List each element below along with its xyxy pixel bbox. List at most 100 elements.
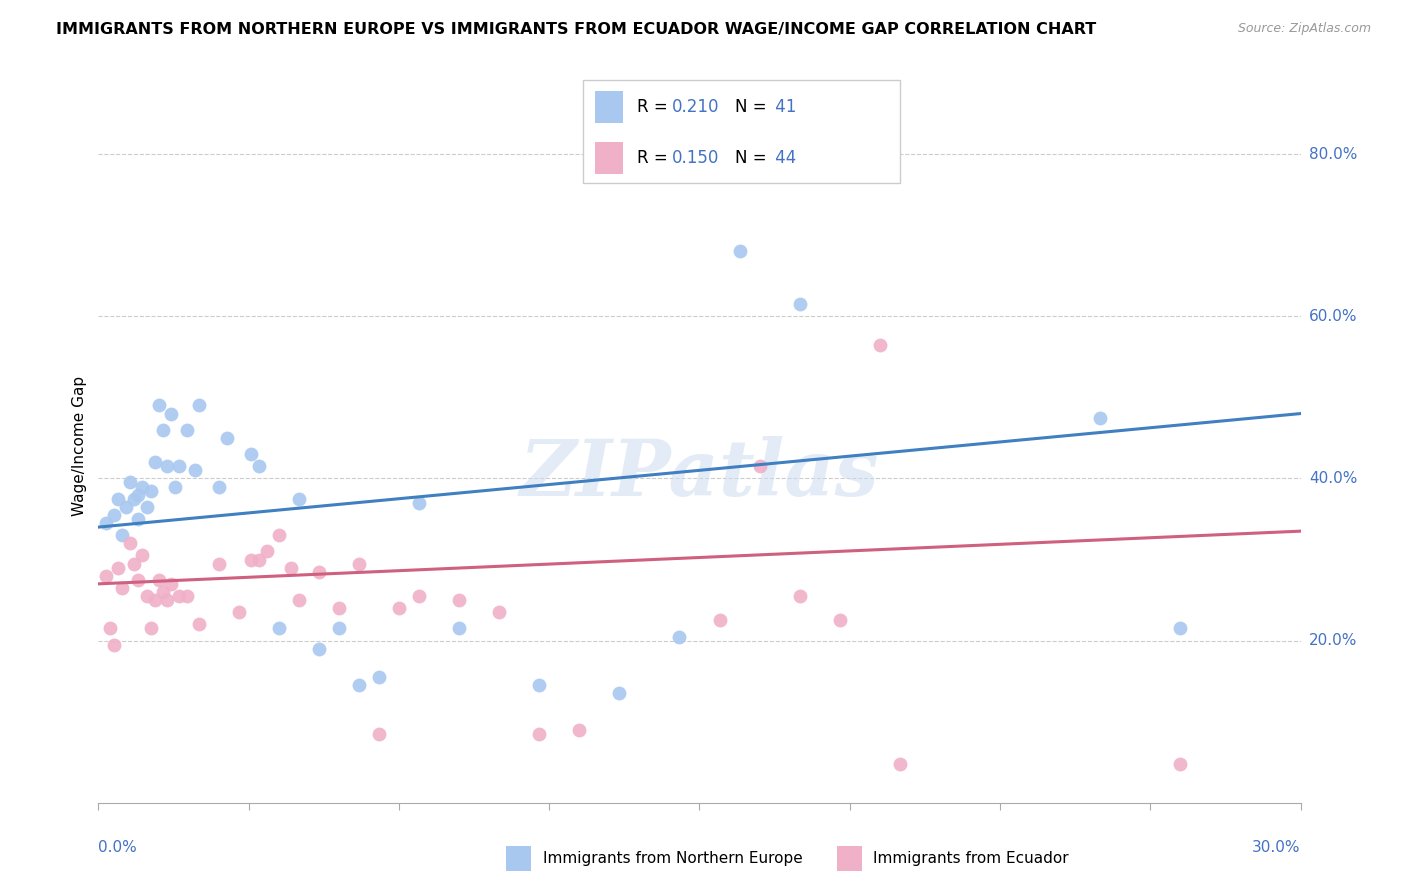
- Point: [288, 593, 311, 607]
- Text: R =: R =: [637, 98, 673, 116]
- Point: [889, 756, 911, 771]
- Point: [239, 447, 262, 461]
- Point: [128, 488, 150, 502]
- Point: [267, 622, 290, 636]
- Point: [308, 565, 330, 579]
- Point: [187, 399, 209, 413]
- Point: [728, 244, 751, 259]
- Point: [308, 641, 330, 656]
- Point: [139, 622, 162, 636]
- Point: [748, 459, 770, 474]
- Text: 41: 41: [770, 98, 797, 116]
- Point: [267, 528, 290, 542]
- Point: [167, 459, 190, 474]
- Point: [388, 601, 411, 615]
- Text: 0.150: 0.150: [672, 149, 720, 167]
- Text: R =: R =: [637, 149, 673, 167]
- Point: [152, 423, 174, 437]
- Point: [135, 500, 157, 514]
- Point: [288, 491, 311, 506]
- Point: [107, 560, 129, 574]
- Text: N =: N =: [735, 98, 772, 116]
- Point: [187, 617, 209, 632]
- Text: 44: 44: [770, 149, 797, 167]
- Point: [131, 479, 153, 493]
- Point: [215, 431, 238, 445]
- Point: [148, 399, 170, 413]
- Point: [828, 613, 851, 627]
- Point: [256, 544, 278, 558]
- Point: [488, 605, 510, 619]
- Text: ZIPatlas: ZIPatlas: [520, 436, 879, 513]
- Point: [148, 573, 170, 587]
- Point: [280, 560, 302, 574]
- Point: [128, 573, 150, 587]
- Point: [176, 589, 198, 603]
- Point: [143, 455, 166, 469]
- Point: [347, 557, 370, 571]
- Point: [120, 536, 142, 550]
- Point: [128, 512, 150, 526]
- Point: [111, 528, 134, 542]
- Text: 30.0%: 30.0%: [1253, 840, 1301, 855]
- Point: [124, 557, 146, 571]
- Point: [135, 589, 157, 603]
- Point: [208, 557, 231, 571]
- Point: [103, 638, 125, 652]
- Point: [239, 552, 262, 566]
- Point: [609, 686, 631, 700]
- Text: 20.0%: 20.0%: [1309, 633, 1357, 648]
- Point: [159, 407, 181, 421]
- Point: [107, 491, 129, 506]
- Point: [111, 581, 134, 595]
- Text: 80.0%: 80.0%: [1309, 146, 1357, 161]
- Point: [208, 479, 231, 493]
- Y-axis label: Wage/Income Gap: Wage/Income Gap: [72, 376, 87, 516]
- Point: [568, 723, 591, 737]
- Text: N =: N =: [735, 149, 772, 167]
- Point: [1170, 622, 1192, 636]
- Point: [131, 549, 153, 563]
- Point: [328, 622, 350, 636]
- Text: Immigrants from Northern Europe: Immigrants from Northern Europe: [543, 851, 803, 865]
- Point: [228, 605, 250, 619]
- Point: [96, 568, 118, 582]
- Point: [668, 630, 690, 644]
- Point: [447, 622, 470, 636]
- Point: [115, 500, 138, 514]
- Point: [1088, 410, 1111, 425]
- Point: [368, 670, 391, 684]
- Point: [709, 613, 731, 627]
- Point: [447, 593, 470, 607]
- Point: [529, 678, 551, 692]
- Point: [408, 496, 430, 510]
- Point: [408, 589, 430, 603]
- Point: [139, 483, 162, 498]
- Point: [155, 593, 177, 607]
- Point: [143, 593, 166, 607]
- Point: [247, 552, 270, 566]
- Point: [152, 585, 174, 599]
- Text: Immigrants from Ecuador: Immigrants from Ecuador: [873, 851, 1069, 865]
- Point: [368, 727, 391, 741]
- Point: [529, 727, 551, 741]
- Point: [120, 475, 142, 490]
- Point: [347, 678, 370, 692]
- Point: [167, 589, 190, 603]
- Text: IMMIGRANTS FROM NORTHERN EUROPE VS IMMIGRANTS FROM ECUADOR WAGE/INCOME GAP CORRE: IMMIGRANTS FROM NORTHERN EUROPE VS IMMIG…: [56, 22, 1097, 37]
- Point: [176, 423, 198, 437]
- Point: [328, 601, 350, 615]
- Point: [1170, 756, 1192, 771]
- Point: [96, 516, 118, 530]
- Text: 0.210: 0.210: [672, 98, 720, 116]
- Point: [155, 459, 177, 474]
- Text: 40.0%: 40.0%: [1309, 471, 1357, 486]
- Point: [100, 622, 122, 636]
- Text: 60.0%: 60.0%: [1309, 309, 1357, 324]
- Text: 0.0%: 0.0%: [98, 840, 138, 855]
- Point: [103, 508, 125, 522]
- Point: [247, 459, 270, 474]
- Point: [163, 479, 186, 493]
- Point: [789, 297, 811, 311]
- Point: [869, 337, 891, 351]
